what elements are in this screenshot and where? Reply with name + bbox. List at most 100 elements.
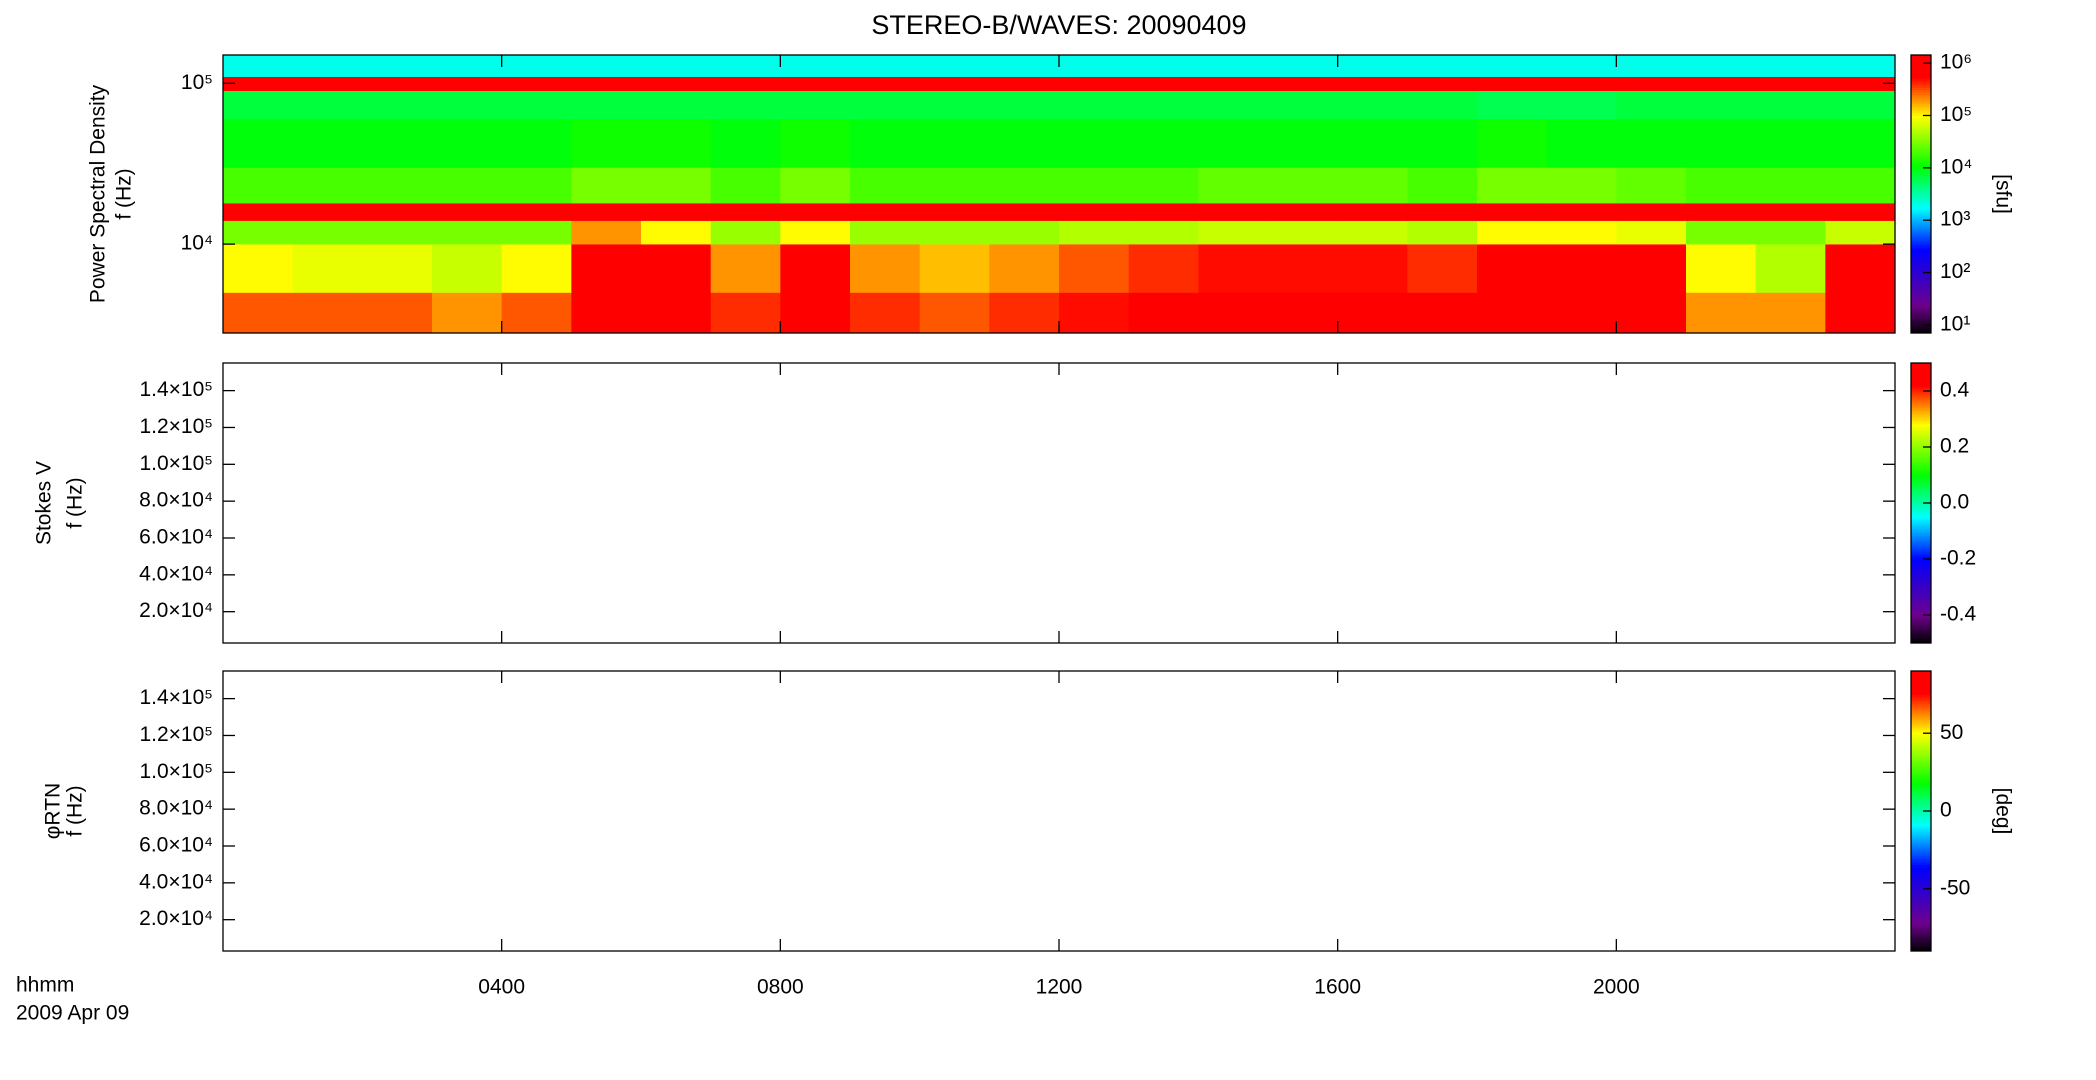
colorbar-swatch xyxy=(1911,212,1931,216)
colorbar-swatch xyxy=(1911,210,1931,214)
colorbar-swatch xyxy=(1911,932,1931,936)
colorbar-swatch xyxy=(1911,198,1931,202)
colorbar-swatch xyxy=(1911,822,1931,826)
colorbar-swatch xyxy=(1911,827,1931,831)
colorbar-swatch xyxy=(1911,370,1931,373)
colorbar-swatch xyxy=(1911,112,1931,116)
heatmap-cell xyxy=(1128,167,1199,204)
colorbar-swatch xyxy=(1911,876,1931,880)
colorbar-swatch xyxy=(1911,82,1931,86)
colorbar-swatch xyxy=(1911,601,1931,604)
colorbar-swatch xyxy=(1911,682,1931,686)
colorbar-swatch xyxy=(1911,715,1931,719)
colorbar-swatch xyxy=(1911,524,1931,527)
x-axis-label: hhmm xyxy=(16,974,74,997)
colorbar-swatch xyxy=(1911,384,1931,387)
colorbar-swatch xyxy=(1911,783,1931,786)
heatmap-cell xyxy=(1546,203,1617,221)
colorbar-swatch xyxy=(1911,864,1931,868)
y-tick-label: 10⁴ xyxy=(181,232,213,255)
colorbar-swatch xyxy=(1911,496,1931,499)
colorbar-tick-label: 10³ xyxy=(1940,208,1970,231)
heatmap-cell xyxy=(1337,76,1408,91)
heatmap-cell xyxy=(1128,244,1199,293)
colorbar-swatch xyxy=(1911,214,1931,218)
colorbar-swatch xyxy=(1911,115,1931,119)
colorbar-swatch xyxy=(1911,451,1931,455)
heatmap-cell xyxy=(1546,76,1617,91)
colorbar-swatch xyxy=(1911,409,1931,413)
colorbar-swatch xyxy=(1911,272,1931,276)
colorbar-swatch xyxy=(1911,136,1931,139)
heatmap-cell xyxy=(1616,55,1687,77)
colorbar-tick-label: 10² xyxy=(1940,260,1970,283)
colorbar-swatch xyxy=(1911,55,1931,58)
colorbar-swatch xyxy=(1911,671,1931,674)
colorbar-swatch xyxy=(1911,885,1931,889)
colorbar-swatch xyxy=(1911,871,1931,875)
colorbar-swatch xyxy=(1911,265,1931,269)
colorbar-swatch xyxy=(1911,433,1931,436)
heatmap-cell xyxy=(223,203,294,221)
colorbar-swatch xyxy=(1911,391,1931,394)
colorbar-swatch xyxy=(1911,573,1931,576)
colorbar-swatch xyxy=(1911,568,1931,572)
heatmap-cell xyxy=(1059,76,1130,91)
heatmap-cell xyxy=(501,203,572,221)
colorbar-swatch xyxy=(1911,152,1931,156)
colorbar-swatch xyxy=(1911,398,1931,401)
heatmap-cell xyxy=(1477,55,1548,77)
colorbar-swatch xyxy=(1911,291,1931,295)
colorbar-swatch xyxy=(1911,374,1931,378)
heatmap-cell xyxy=(571,244,642,293)
colorbar-swatch xyxy=(1911,493,1931,497)
colorbar-swatch xyxy=(1911,419,1931,422)
colorbar-swatch xyxy=(1911,787,1931,791)
heatmap-cell xyxy=(1128,76,1199,91)
colorbar-swatch xyxy=(1911,477,1931,481)
colorbar-label: [sfu] xyxy=(1991,174,2014,214)
x-tick-label: 1600 xyxy=(1314,976,1361,999)
colorbar-swatch xyxy=(1911,226,1931,230)
heatmap-cell xyxy=(432,90,503,120)
y-axis-label: f (Hz) xyxy=(64,785,87,836)
heatmap-cell xyxy=(850,76,921,91)
colorbar-swatch xyxy=(1911,757,1931,761)
heatmap-cell xyxy=(641,76,712,91)
colorbar-swatch xyxy=(1911,323,1931,327)
colorbar-swatch xyxy=(1911,587,1931,590)
plot-frame xyxy=(222,670,1896,952)
heatmap-cell xyxy=(1546,90,1617,120)
heatmap-cell xyxy=(1268,167,1339,204)
colorbar-swatch xyxy=(1911,131,1931,135)
colorbar-swatch xyxy=(1911,689,1931,693)
heatmap-cell xyxy=(1686,220,1757,245)
heatmap-cell xyxy=(1407,220,1478,245)
colorbar-swatch xyxy=(1911,217,1931,220)
heatmap-cell xyxy=(1686,292,1757,334)
heatmap-cell xyxy=(571,118,642,168)
heatmap-cell xyxy=(223,118,294,168)
heatmap-cell xyxy=(1686,203,1757,221)
colorbar-swatch xyxy=(1911,794,1931,798)
heatmap-cell xyxy=(1477,167,1548,204)
heatmap-cell xyxy=(571,292,642,334)
colorbar-swatch xyxy=(1911,191,1931,195)
heatmap-cell xyxy=(501,292,572,334)
heatmap-cell xyxy=(432,76,503,91)
colorbar-swatch xyxy=(1911,890,1931,894)
heatmap-cell xyxy=(1616,292,1687,334)
colorbar-swatch xyxy=(1911,319,1931,322)
colorbar-swatch xyxy=(1911,124,1931,128)
colorbar-swatch xyxy=(1911,444,1931,448)
heatmap-cell xyxy=(780,203,851,221)
colorbar-swatch xyxy=(1911,603,1931,607)
colorbar-swatch xyxy=(1911,722,1931,726)
colorbar-tick-label: 10⁶ xyxy=(1940,51,1972,74)
colorbar-swatch xyxy=(1911,918,1931,922)
colorbar-swatch xyxy=(1911,498,1931,502)
colorbar-swatch xyxy=(1911,101,1931,105)
heatmap-cell xyxy=(1407,292,1478,334)
colorbar-swatch xyxy=(1911,302,1931,306)
colorbar-swatch xyxy=(1911,874,1931,877)
